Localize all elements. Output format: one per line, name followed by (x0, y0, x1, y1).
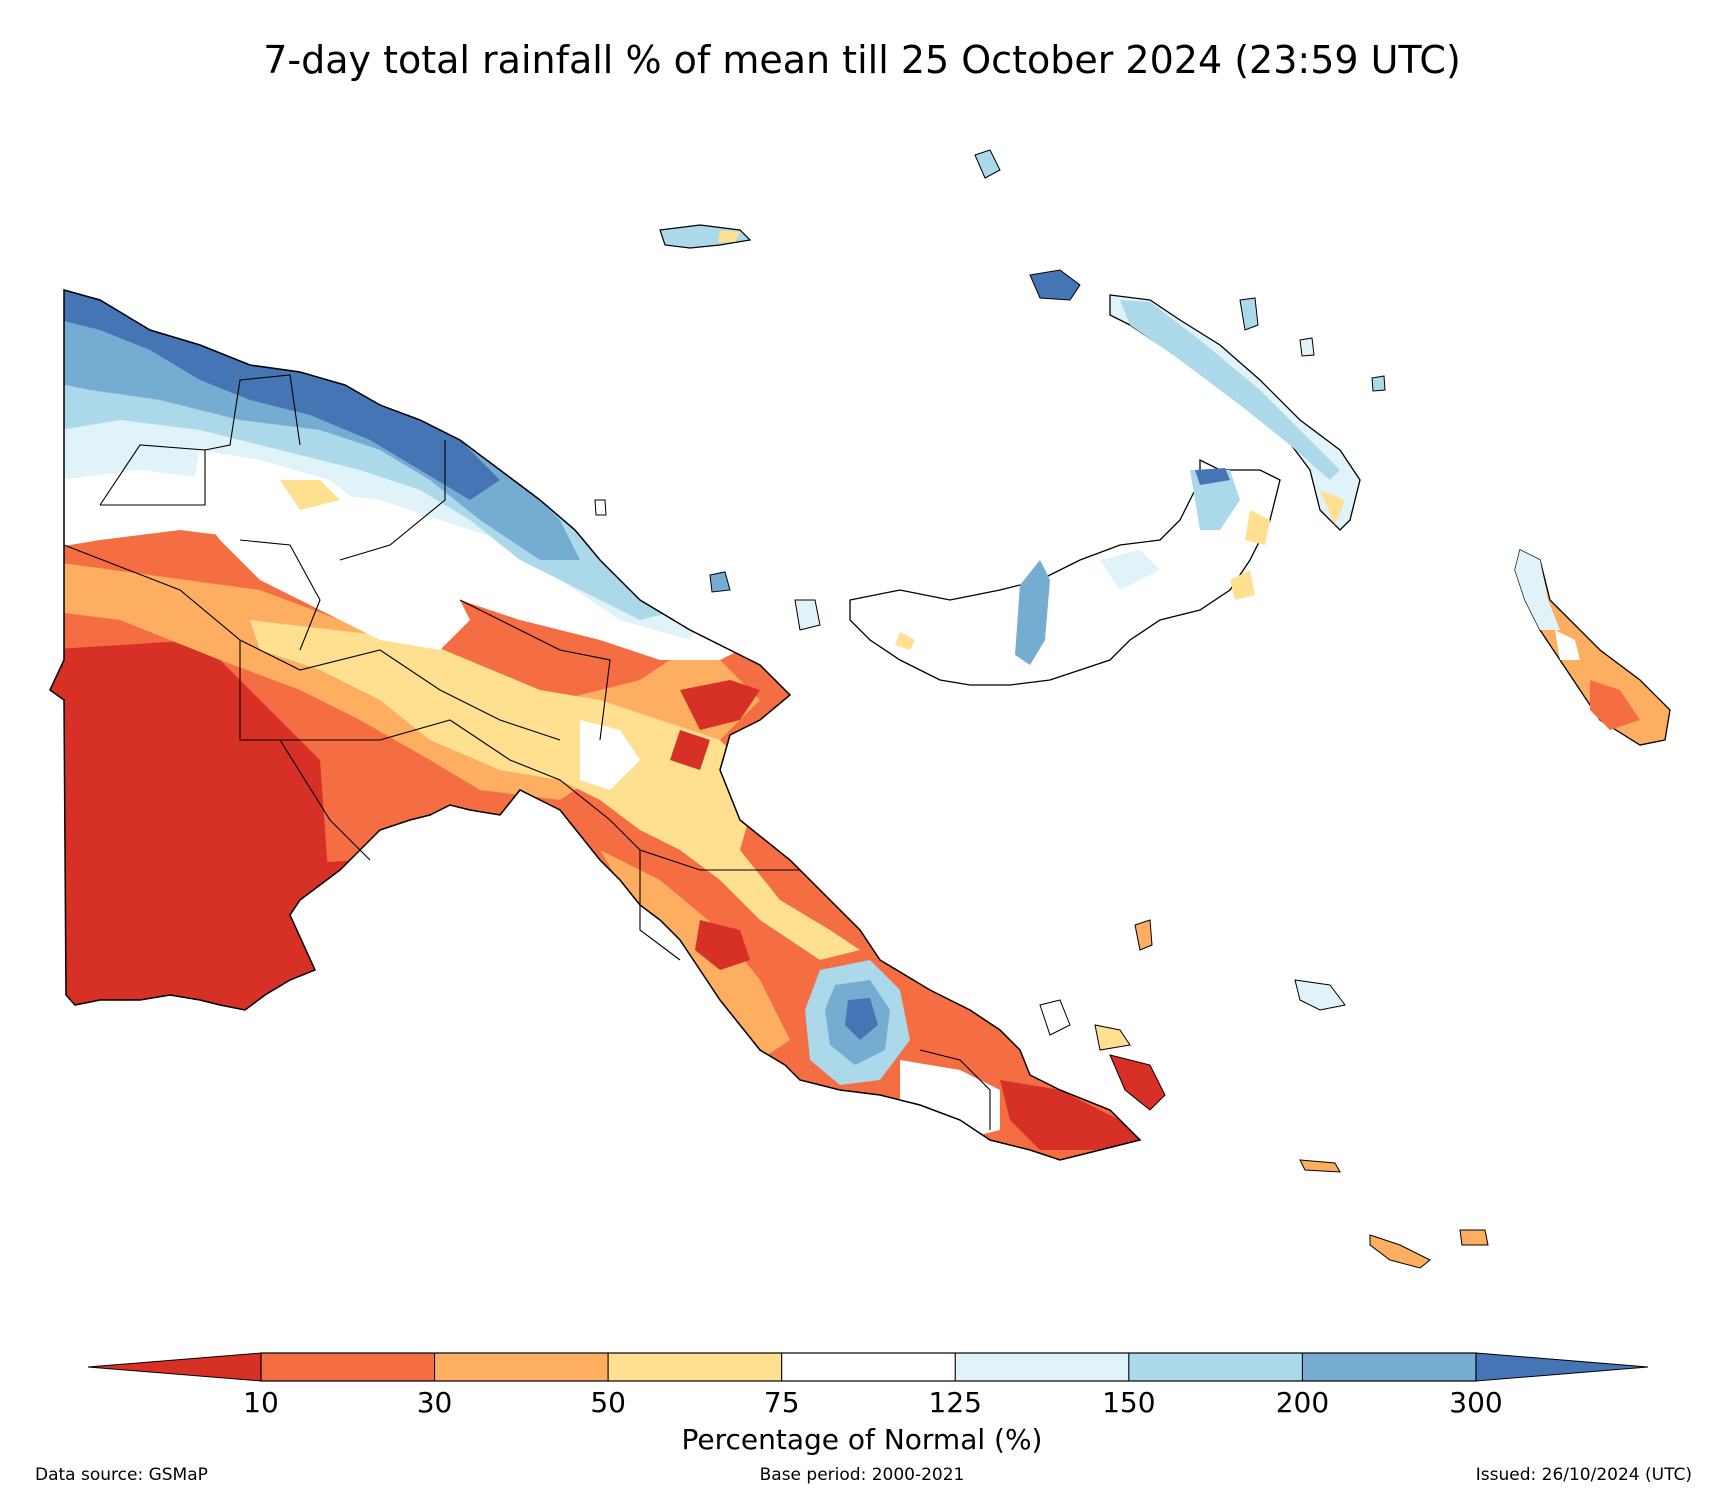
colorbar (87, 1352, 1649, 1382)
colorbar-bin-200-300 (1301, 1352, 1477, 1382)
bougainville (1514, 549, 1671, 746)
manus-island (659, 224, 752, 249)
colorbar-bin-50-75 (607, 1352, 783, 1382)
colorbar-tick-75: 75 (763, 1386, 800, 1419)
base-period-note: Base period: 2000-2021 (759, 1465, 965, 1485)
colorbar-frame (260, 1352, 1477, 1382)
colorbar-tick-150: 150 (1102, 1386, 1156, 1419)
new-britain (849, 458, 1281, 686)
map-title: 7-day total rainfall % of mean till 25 O… (263, 38, 1461, 82)
colorbar-over-extension (1475, 1352, 1649, 1382)
colorbar-bin-75-125 (781, 1352, 956, 1382)
mainland-new-guinea (49, 289, 1142, 1161)
small-islands (594, 149, 1489, 1269)
colorbar-tick-300: 300 (1449, 1386, 1503, 1419)
colorbar-tick-200: 200 (1275, 1386, 1330, 1419)
colorbar-bin-125-150 (954, 1352, 1130, 1382)
colorbar-bin-150-200 (1128, 1352, 1303, 1382)
colorbar-under-extension (87, 1352, 262, 1382)
colorbar-title: Percentage of Normal (%) (681, 1423, 1043, 1456)
data-source-note: Data source: GSMaP (35, 1465, 208, 1485)
colorbar-tick-30: 30 (416, 1386, 453, 1419)
colorbar-tick-10: 10 (243, 1386, 279, 1419)
colorbar-bin-30-50 (434, 1352, 609, 1382)
new-ireland (1029, 269, 1361, 531)
issued-date-note: Issued: 26/10/2024 (UTC) (1475, 1465, 1692, 1485)
colorbar-bin-10-30 (260, 1352, 436, 1382)
colorbar-tick-50: 50 (590, 1386, 626, 1419)
colorbar-tick-125: 125 (928, 1386, 983, 1419)
